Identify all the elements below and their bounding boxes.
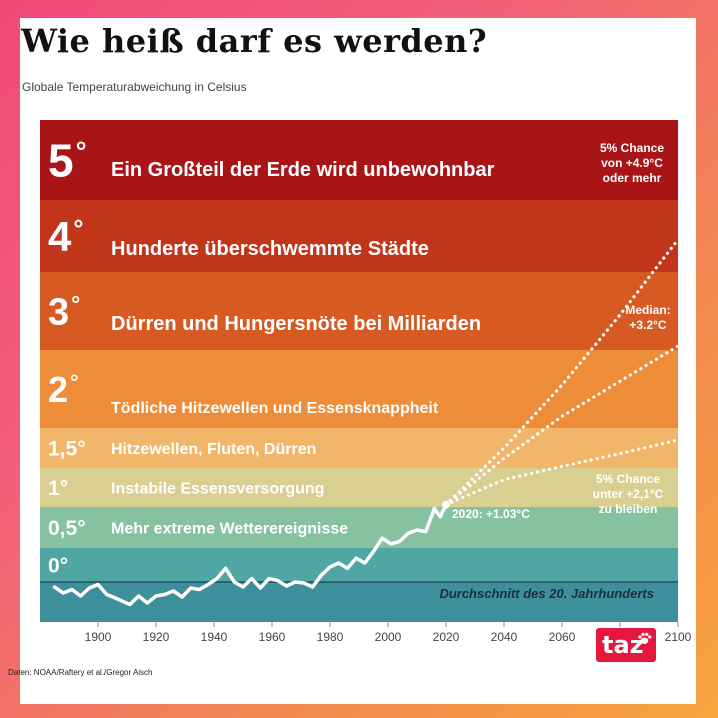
- paw-icon: [638, 632, 652, 644]
- band-label-5: Ein Großteil der Erde wird unbewohnbar: [111, 159, 495, 181]
- series-historical-line: [52, 502, 448, 607]
- band-0-5: [40, 507, 678, 548]
- x-tick-label-2100: 2100: [665, 630, 692, 644]
- page-title: Wie heiß darf es werden?: [21, 22, 488, 60]
- band-1-5: [40, 428, 678, 468]
- band-0: [40, 548, 678, 582]
- x-tick-label-1980: 1980: [317, 630, 344, 644]
- x-tick-label-1900: 1900: [85, 630, 112, 644]
- band-label-4: Hunderte überschwemmte Städte: [111, 238, 429, 260]
- annotation-now: 2020: +1.03°C: [452, 507, 530, 521]
- baseline-label: Durchschnitt des 20. Jahrhunderts: [439, 586, 654, 601]
- band-label-1: Instabile Essensversorgung: [111, 481, 324, 498]
- series-lower-projection: [444, 438, 680, 507]
- x-tick-label-2040: 2040: [491, 630, 518, 644]
- x-tick-label-1920: 1920: [143, 630, 170, 644]
- degree-label-0: 0°: [48, 555, 68, 578]
- band-1: [40, 468, 678, 507]
- degree-label-4: 4°: [48, 213, 83, 260]
- band-5: [40, 120, 678, 200]
- degree-label-2: 2°: [48, 369, 79, 410]
- degree-label-1: 1°: [48, 477, 68, 500]
- degree-label-3: 3°: [48, 291, 80, 334]
- x-tick-label-1960: 1960: [259, 630, 286, 644]
- degree-label-0-5: 0,5°: [48, 517, 86, 540]
- annotation-median: Median: +3.2°C: [625, 303, 670, 332]
- taz-logo: taz: [596, 628, 656, 662]
- x-tick-label-2020: 2020: [433, 630, 460, 644]
- marker-2020: [442, 500, 450, 509]
- band-4: [40, 200, 678, 272]
- chart-subtitle: Globale Temperaturabweichung in Celsius: [22, 80, 247, 94]
- source-note: Daten: NOAA/Raftery et al./Gregor Aisch: [8, 668, 153, 677]
- x-tick-label-2060: 2060: [549, 630, 576, 644]
- annotation-upper: 5% Chance von +4.9°C oder mehr: [600, 141, 664, 185]
- annotation-lower: 5% Chance unter +2,1°C zu bleiben: [593, 472, 664, 516]
- x-tick-label-2000: 2000: [375, 630, 402, 644]
- degree-label-1-5: 1,5°: [48, 438, 86, 461]
- band-label-3: Dürren und Hungersnöte bei Milliarden: [111, 313, 481, 335]
- band-3: [40, 272, 678, 350]
- band-2: [40, 350, 678, 428]
- band-label-1-5: Hitzewellen, Fluten, Dürren: [111, 441, 316, 458]
- series-median-projection: [444, 344, 680, 507]
- band-label-0-5: Mehr extreme Wetterereignisse: [111, 521, 348, 538]
- band-label-2: Tödliche Hitzewellen und Essensknappheit: [111, 400, 439, 417]
- logo-text: taz: [602, 631, 644, 659]
- series-upper-projection: [444, 238, 680, 507]
- x-tick-label-1940: 1940: [201, 630, 228, 644]
- degree-label-5: 5°: [48, 135, 87, 187]
